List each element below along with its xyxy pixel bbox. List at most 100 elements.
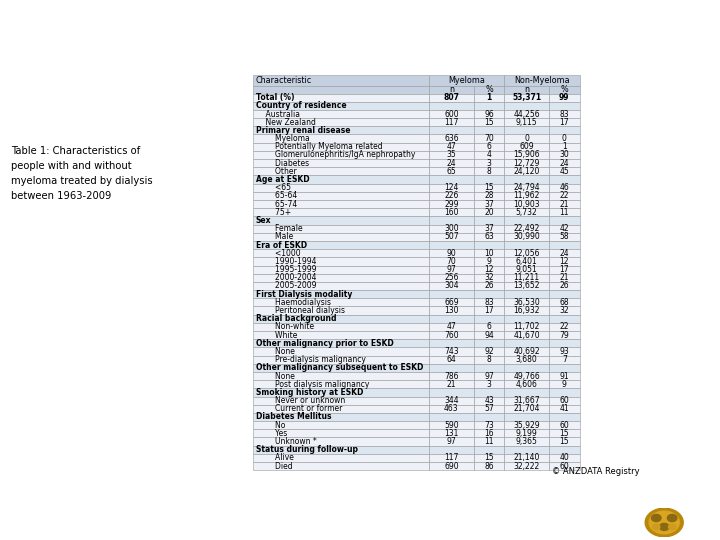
Bar — [474, 462, 505, 470]
Text: 44,256: 44,256 — [513, 110, 540, 118]
Bar — [474, 290, 505, 298]
Text: 21,140: 21,140 — [513, 454, 540, 462]
Bar — [253, 110, 429, 118]
Bar — [549, 110, 580, 118]
Bar — [429, 446, 474, 454]
Bar — [474, 331, 505, 339]
Bar — [549, 85, 580, 93]
Bar — [474, 396, 505, 404]
Bar — [549, 126, 580, 134]
Text: Alive: Alive — [256, 454, 294, 462]
Bar — [474, 437, 505, 446]
Text: 256: 256 — [444, 273, 459, 282]
Bar — [253, 421, 429, 429]
Bar — [429, 200, 474, 208]
Text: Myeloma: Myeloma — [256, 134, 310, 143]
Text: Racial background: Racial background — [256, 314, 336, 323]
Text: 35,929: 35,929 — [513, 421, 540, 430]
Bar — [549, 437, 580, 446]
Text: 12,056: 12,056 — [513, 249, 540, 258]
Bar — [429, 404, 474, 413]
Bar — [474, 339, 505, 347]
Bar — [253, 306, 429, 315]
Text: Myeloma: Myeloma — [449, 76, 485, 85]
Bar — [505, 258, 549, 266]
Text: 70: 70 — [484, 134, 494, 143]
Text: 43: 43 — [484, 396, 494, 405]
Bar — [549, 241, 580, 249]
Bar — [549, 421, 580, 429]
Bar — [549, 372, 580, 380]
Bar — [549, 339, 580, 347]
Text: 97: 97 — [484, 372, 494, 381]
Bar — [253, 315, 429, 323]
Bar — [429, 241, 474, 249]
Text: 6: 6 — [487, 322, 492, 332]
Circle shape — [645, 508, 683, 537]
Text: 63: 63 — [484, 232, 494, 241]
Text: Haemodialysis: Haemodialysis — [256, 298, 330, 307]
Text: 47: 47 — [446, 142, 456, 151]
Bar — [253, 241, 429, 249]
Text: 3: 3 — [487, 380, 492, 389]
Text: 636: 636 — [444, 134, 459, 143]
Bar — [253, 258, 429, 266]
Text: 160: 160 — [444, 208, 459, 217]
Bar — [253, 159, 429, 167]
Bar — [253, 233, 429, 241]
Text: 117: 117 — [444, 454, 459, 462]
Text: 4: 4 — [487, 151, 492, 159]
Text: 75+: 75+ — [256, 208, 291, 217]
Bar — [505, 462, 549, 470]
Bar — [474, 159, 505, 167]
Text: 12: 12 — [559, 257, 569, 266]
Text: 21: 21 — [446, 380, 456, 389]
Text: Peritoneal dialysis: Peritoneal dialysis — [256, 306, 345, 315]
Bar — [253, 413, 429, 421]
Bar — [429, 454, 474, 462]
Bar — [505, 331, 549, 339]
Circle shape — [669, 524, 675, 530]
Bar — [474, 421, 505, 429]
Text: 49,766: 49,766 — [513, 372, 540, 381]
Bar — [505, 372, 549, 380]
Bar — [253, 225, 429, 233]
Text: 64: 64 — [446, 355, 456, 364]
Text: 94: 94 — [484, 330, 494, 340]
Bar — [253, 85, 429, 93]
Circle shape — [667, 515, 677, 522]
Text: Diabetes: Diabetes — [256, 159, 309, 167]
Bar — [429, 134, 474, 143]
Text: 22: 22 — [559, 322, 569, 332]
Bar — [474, 306, 505, 315]
Text: 13,652: 13,652 — [513, 281, 540, 291]
Bar — [429, 126, 474, 134]
Bar — [474, 134, 505, 143]
Text: 15: 15 — [485, 183, 494, 192]
Text: 9,115: 9,115 — [516, 118, 538, 127]
Text: 760: 760 — [444, 330, 459, 340]
Bar — [505, 225, 549, 233]
Text: Primary renal disease: Primary renal disease — [256, 126, 350, 135]
Bar — [505, 217, 549, 225]
Text: 28: 28 — [485, 191, 494, 200]
Text: 57: 57 — [484, 404, 494, 413]
Bar — [474, 208, 505, 217]
Bar — [253, 102, 429, 110]
Text: 41,670: 41,670 — [513, 330, 540, 340]
Bar — [549, 396, 580, 404]
Bar — [474, 429, 505, 437]
Bar — [505, 274, 549, 282]
Text: 3,680: 3,680 — [516, 355, 538, 364]
Bar — [549, 380, 580, 388]
Text: Diabetes Mellitus: Diabetes Mellitus — [256, 413, 331, 422]
Text: 11: 11 — [485, 437, 494, 446]
Bar — [429, 75, 505, 85]
Text: n: n — [524, 85, 529, 94]
Text: 344: 344 — [444, 396, 459, 405]
Bar — [429, 110, 474, 118]
Bar — [505, 396, 549, 404]
Bar — [429, 388, 474, 396]
Bar — [549, 413, 580, 421]
Text: Age at ESKD: Age at ESKD — [256, 175, 310, 184]
